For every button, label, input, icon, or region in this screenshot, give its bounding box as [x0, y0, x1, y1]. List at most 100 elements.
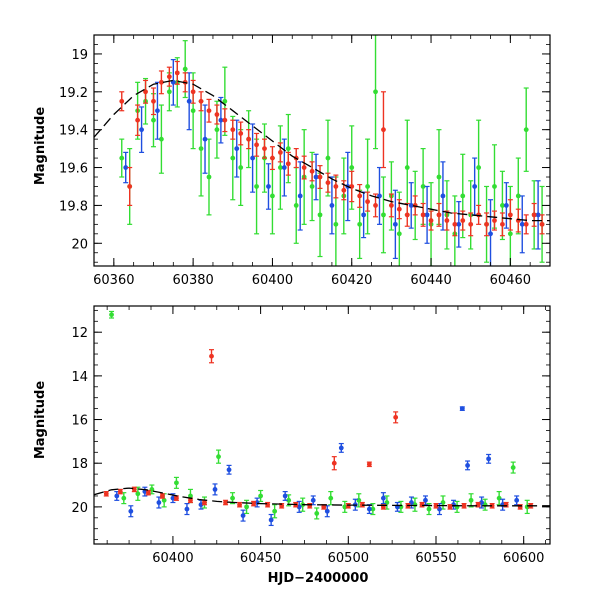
top-data-point: [254, 142, 259, 148]
bottom-data-point: [461, 503, 467, 509]
bottom-data-point: [121, 495, 127, 501]
top-data-point: [381, 127, 386, 133]
bottom-data-point: [240, 513, 246, 519]
top-data-point: [214, 112, 220, 117]
top-data-point: [484, 221, 489, 227]
top-ytick-label: 19.2: [59, 86, 88, 101]
top-data-point: [317, 174, 323, 180]
top-xtick-label: 60460: [490, 273, 531, 288]
top-ytick-label: 19.8: [59, 199, 88, 214]
bottom-ytick-label: 12: [71, 326, 88, 341]
bottom-data-point: [251, 501, 256, 507]
bottom-data-point: [258, 493, 264, 499]
top-data-point: [507, 231, 513, 237]
bottom-data-point: [324, 508, 330, 514]
top-data-point: [424, 212, 430, 218]
top-ytick-label: 20: [71, 237, 88, 252]
top-data-point: [488, 231, 493, 237]
top-data-point: [329, 203, 335, 208]
bottom-data-point: [459, 406, 465, 412]
top-data-point: [365, 184, 370, 189]
top-ytick-label: 19.4: [59, 124, 88, 139]
top-data-point: [285, 161, 291, 167]
top-data-point: [262, 146, 267, 152]
top-data-point: [381, 212, 386, 218]
top-ytick-label: 19: [71, 48, 88, 63]
bottom-data-point: [272, 508, 278, 514]
top-data-point: [246, 136, 252, 142]
bottom-data-point: [370, 506, 376, 512]
bottom-data-point: [237, 502, 242, 508]
top-data-point: [515, 193, 521, 199]
bottom-data-point: [216, 454, 221, 460]
top-data-point: [341, 187, 347, 193]
top-data-point: [270, 155, 275, 161]
bottom-data-point: [380, 495, 386, 501]
top-data-point: [293, 203, 299, 208]
top-data-point: [420, 184, 426, 189]
top-data-point: [396, 206, 402, 212]
top-data-point: [333, 184, 339, 189]
bottom-data-point: [510, 465, 516, 470]
top-data-point: [365, 199, 370, 205]
bottom-data-point: [188, 497, 193, 503]
top-data-point: [349, 165, 355, 170]
bottom-data-point: [423, 497, 428, 503]
bottom-data-point: [198, 502, 204, 508]
top-data-point: [234, 146, 240, 152]
top-data-point: [202, 136, 208, 142]
bottom-data-point: [345, 503, 351, 509]
top-data-point: [166, 74, 172, 80]
top-data-point: [460, 193, 466, 199]
top-data-point: [155, 108, 160, 114]
top-data-point: [388, 203, 394, 208]
top-data-point: [500, 203, 505, 208]
top-data-point: [444, 218, 450, 223]
bottom-model-curve: [94, 487, 550, 507]
bottom-data-point: [184, 506, 190, 512]
bottom-ytick-label: 20: [71, 501, 88, 516]
bottom-data-point: [465, 462, 470, 468]
bottom-data-point: [114, 493, 120, 499]
top-data-point: [123, 165, 129, 170]
top-data-point: [151, 98, 156, 104]
top-data-point: [440, 193, 446, 199]
top-ytick-label: 19.6: [59, 162, 88, 177]
bottom-data-point: [514, 497, 520, 503]
top-data-point: [519, 221, 525, 227]
top-data-point: [539, 221, 545, 227]
top-data-point: [404, 212, 410, 218]
top-data-point: [420, 212, 426, 218]
top-ylabel: Magnitude: [33, 107, 48, 186]
bottom-data-point: [209, 353, 214, 359]
bottom-data-layer: [94, 310, 550, 527]
top-data-point: [404, 165, 410, 170]
bottom-data-point: [286, 497, 292, 503]
bottom-data-point: [212, 487, 218, 492]
bottom-data-point: [489, 503, 495, 509]
bottom-ytick-label: 16: [71, 414, 88, 429]
bottom-data-point: [202, 500, 207, 505]
bottom-ytick-label: 14: [71, 370, 88, 385]
top-data-point: [428, 218, 434, 223]
bottom-data-point: [128, 508, 134, 514]
top-data-point: [285, 146, 291, 152]
top-data-point: [408, 203, 414, 208]
bottom-data-point: [161, 497, 167, 503]
top-data-point: [218, 117, 224, 123]
top-data-point: [159, 79, 164, 85]
top-data-point: [230, 127, 236, 133]
bottom-data-point: [310, 497, 316, 503]
top-data-point: [250, 155, 256, 161]
top-data-point: [507, 212, 513, 218]
bottom-data-point: [331, 460, 337, 466]
bottom-data-point: [135, 491, 141, 497]
top-panel: 60360 60380 60400 60420 60440 60460 19 19.2 19.4…: [33, 34, 551, 288]
bottom-data-point: [230, 495, 235, 501]
bottom-data-point: [226, 467, 232, 473]
top-data-point: [127, 184, 133, 189]
bottom-xtick-label: 60400: [152, 551, 193, 566]
top-data-point: [198, 146, 204, 152]
